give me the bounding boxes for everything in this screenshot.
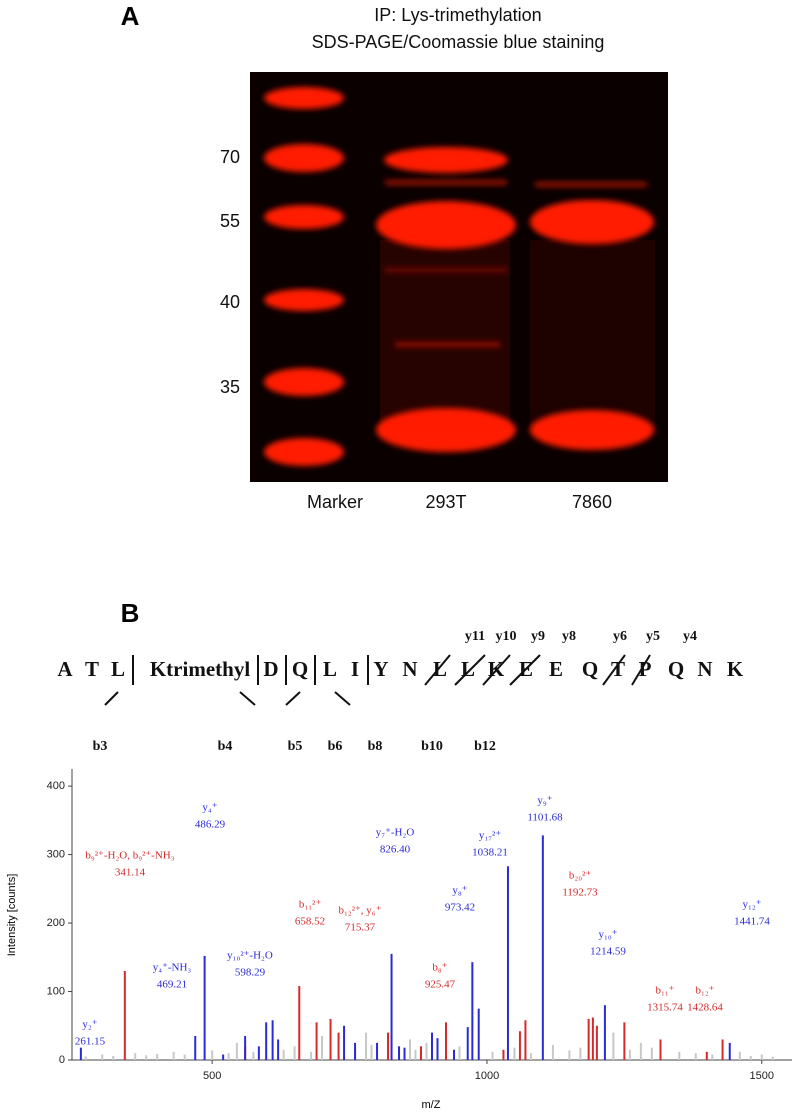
y-ion-label: y9 — [531, 629, 545, 644]
gel-image — [250, 72, 668, 482]
peak-mz: 1214.59 — [590, 946, 626, 958]
residue: Ktrimethyl — [150, 657, 250, 681]
y-ion-label: y8 — [562, 629, 576, 644]
y-ion-label: y4 — [683, 629, 697, 644]
b-ion-label: b4 — [218, 739, 233, 754]
y-tick-label: 0 — [59, 1054, 65, 1066]
residue: E — [549, 657, 563, 681]
residue: Y — [373, 657, 388, 681]
residue: D — [263, 657, 278, 681]
peak-ion: b₁₁⁺ — [656, 985, 675, 997]
b-ion-label: b3 — [93, 739, 108, 754]
residue: L — [111, 657, 125, 681]
gel-title: SDS-PAGE/Coomassie blue staining — [312, 32, 605, 52]
peak-mz: 925.47 — [425, 979, 456, 991]
peak-mz: 715.37 — [345, 922, 376, 934]
peak-ion: y₄⁺-NH₃ — [153, 962, 192, 974]
residue: Q — [668, 657, 684, 681]
peak-ion: y₄⁺ — [202, 802, 217, 814]
peak-mz: 973.42 — [445, 902, 475, 914]
residue: T — [611, 657, 625, 681]
residue: N — [697, 657, 712, 681]
residue: K — [727, 657, 744, 681]
y-tick-label: 400 — [47, 780, 65, 792]
b-ion-label: b6 — [328, 739, 343, 754]
peak-mz: 469.21 — [157, 979, 187, 991]
peak-ion: b₉²⁺-H₂O, b₉²⁺-NH₃ — [85, 850, 174, 862]
b-ion-label: b12 — [474, 739, 496, 754]
peak-ion: y₉⁺ — [537, 795, 552, 807]
peak-ion: y₇⁺-H₂O — [376, 827, 415, 839]
panel-label: B — [121, 598, 140, 628]
gel-title: IP: Lys-trimethylation — [374, 5, 541, 25]
peak-ion: y₂⁺ — [82, 1019, 97, 1031]
lane-label: 293T — [425, 492, 466, 512]
residue: P — [639, 657, 652, 681]
x-tick-label: 500 — [203, 1070, 221, 1082]
peak-mz: 1038.21 — [472, 847, 508, 859]
y-tick-label: 200 — [47, 917, 65, 929]
cleavage-marks — [104, 654, 651, 706]
x-axis-label: m/Z — [422, 1099, 441, 1111]
y-ion-label: y5 — [646, 629, 660, 644]
peak-mz: 341.14 — [115, 867, 146, 879]
lane-label: 7860 — [572, 492, 612, 512]
ladder-label: 35 — [220, 377, 240, 397]
b-ion-label: b8 — [368, 739, 383, 754]
residue: L — [323, 657, 337, 681]
ladder-label: 70 — [220, 147, 240, 167]
residue: Q — [582, 657, 598, 681]
y-ion-label: y11 — [465, 629, 485, 644]
peak-mz: 1315.74 — [647, 1002, 683, 1014]
peak-mz: 1428.64 — [687, 1002, 723, 1014]
panel-label: A — [121, 1, 140, 31]
peak-ion: b₈⁺ — [432, 962, 447, 974]
residue: E — [519, 657, 533, 681]
residue: L — [433, 657, 447, 681]
y-tick-label: 100 — [47, 985, 65, 997]
peak-mz: 658.52 — [295, 916, 325, 928]
residue: L — [461, 657, 475, 681]
residue: T — [85, 657, 99, 681]
peak-mz: 1101.68 — [527, 812, 563, 824]
y-ion-label: y10 — [496, 629, 517, 644]
peak-mz: 1441.74 — [734, 916, 770, 928]
peak-ion: y₁₂⁺ — [743, 899, 762, 911]
peak-ion: b₂₀²⁺ — [569, 870, 591, 882]
peak-ion: y₁₇²⁺ — [479, 830, 501, 842]
peak-mz: 261.15 — [75, 1036, 106, 1048]
peak-ion: b₁₂⁺ — [696, 985, 715, 997]
peak-ion: b₁₁²⁺ — [299, 899, 321, 911]
peak-ion: b₁₂²⁺, y₆⁺ — [339, 905, 382, 917]
residue: K — [488, 657, 505, 681]
lane-label: Marker — [307, 492, 363, 512]
peak-mz: 826.40 — [380, 844, 411, 856]
residue: A — [57, 657, 73, 681]
residue: I — [351, 657, 359, 681]
peak-ion: y₁₀²⁺-H₂O — [227, 950, 273, 962]
b-ion-label: b10 — [421, 739, 443, 754]
b-ion-label: b5 — [288, 739, 303, 754]
x-tick-label: 1500 — [750, 1070, 774, 1082]
residue: N — [402, 657, 417, 681]
peak-ion: y₁₀⁺ — [599, 929, 618, 941]
peak-ion: y₈⁺ — [452, 885, 467, 897]
residue: Q — [292, 657, 308, 681]
y-axis-label: Intensity [counts] — [6, 874, 18, 957]
y-tick-label: 300 — [47, 848, 65, 860]
peak-mz: 486.29 — [195, 819, 226, 831]
peak-mz: 598.29 — [235, 967, 266, 979]
ladder-label: 55 — [220, 211, 240, 231]
ladder-label: 40 — [220, 292, 240, 312]
y-ion-label: y6 — [613, 629, 627, 644]
x-tick-label: 1000 — [475, 1070, 499, 1082]
peak-mz: 1192.73 — [562, 887, 598, 899]
